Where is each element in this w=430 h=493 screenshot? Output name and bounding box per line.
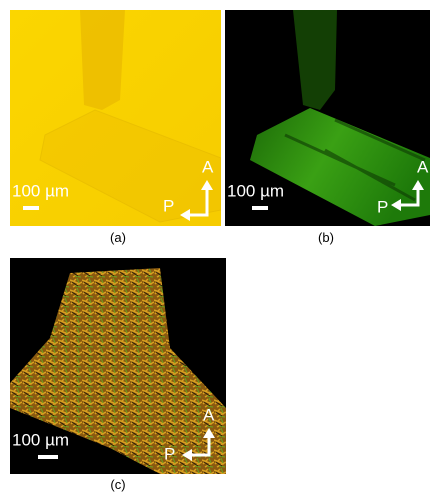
axis-a: A [417, 157, 429, 176]
scale-text: 100 µm [12, 181, 69, 200]
panel-b: 100 µm A P [225, 10, 430, 226]
panel-label: (a) [88, 230, 148, 245]
axis-a: A [202, 157, 214, 176]
axis-p: P [164, 444, 175, 463]
figure: 100 µm A P (a) 100 µm A P (b) [0, 0, 430, 493]
axis-p: P [377, 197, 388, 216]
panel-a: 100 µm A P [10, 10, 221, 226]
scale-bar [252, 206, 268, 210]
panel-label: (c) [88, 477, 148, 492]
scale-bar [38, 455, 58, 459]
crystal [80, 10, 125, 110]
axis-p: P [163, 196, 174, 215]
panel-c: 100 µm A P [10, 258, 226, 474]
scale-text: 100 µm [12, 430, 69, 449]
scale-text: 100 µm [227, 181, 284, 200]
axis-a: A [203, 405, 215, 424]
scale-bar [23, 206, 39, 210]
panel-label: (b) [296, 230, 356, 245]
